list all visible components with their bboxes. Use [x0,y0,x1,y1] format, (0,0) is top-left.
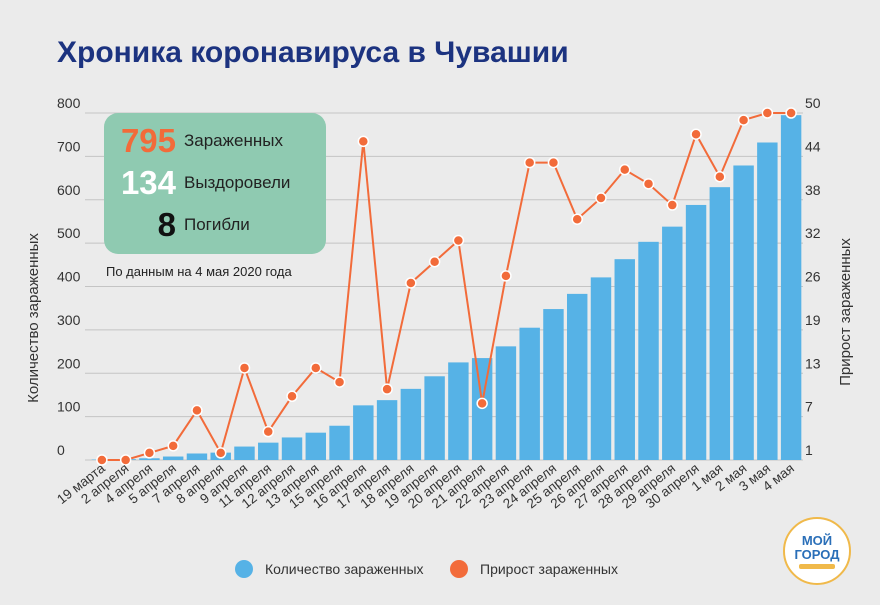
stat-recovered-label: Выздоровели [184,173,291,192]
growth-point [310,362,322,374]
stat-died: 8 Погибли [104,205,326,245]
growth-point [619,163,631,176]
growth-point [405,277,417,289]
growth-point [500,270,512,282]
growth-point [642,178,655,190]
bar [662,226,683,460]
bar [305,432,327,460]
logo-text-line1: МОЙ [801,533,833,548]
growth-point [761,107,774,119]
y-tick-label: 500 [57,225,81,241]
y2-tick-label: 7 [805,399,813,415]
logo-text-line2: ГОРОД [794,547,840,562]
legend-line-swatch [450,560,468,578]
y-tick-label: 300 [57,312,81,328]
growth-point [476,397,488,410]
y-tick-label: 0 [57,442,65,458]
growth-point [357,135,370,148]
bar [329,425,350,460]
growth-point [381,383,393,395]
growth-point [523,156,536,169]
legend-bars-swatch [235,560,253,578]
y2-tick-label: 38 [805,182,821,198]
growth-point [571,213,583,225]
growth-point [428,255,441,268]
bar [234,446,255,460]
growth-point [167,440,179,452]
growth-point [714,170,726,183]
stats-box: 795 Зараженных 134 Выздоровели 8 Погибли [104,113,326,254]
stat-recovered-value: 134 [120,164,176,201]
growth-point [238,362,251,374]
stat-infected-label: Зараженных [184,131,283,150]
bar [519,327,540,460]
bar [590,277,612,460]
y-tick-label: 400 [57,269,81,285]
bar [258,442,279,460]
growth-point [286,390,298,403]
bar [566,293,588,460]
bar [400,388,422,460]
y2-tick-label: 44 [805,138,821,154]
bar [685,204,707,460]
growth-point [191,404,203,417]
bar [495,346,517,460]
growth-point [96,454,108,466]
legend-line-label: Прирост зараженных [480,561,618,577]
stat-infected: 795 Зараженных [104,121,326,161]
data-date-note: По данным на 4 мая 2020 года [106,264,292,279]
growth-point [737,114,750,126]
growth-point [452,234,465,247]
growth-point [214,447,227,459]
growth-point [119,454,132,466]
bar [281,437,303,460]
stat-died-label: Погибли [184,215,250,234]
bar [614,259,635,460]
stat-recovered: 134 Выздоровели [104,163,326,203]
bar [638,241,659,460]
growth-point [547,156,560,169]
y2-tick-label: 13 [805,355,821,371]
y-axis-label: Количество зараженных [25,233,42,403]
bar [139,458,160,460]
growth-point [690,128,702,140]
bar [780,115,802,460]
bar [757,142,778,460]
y-tick-label: 700 [57,138,81,154]
y-tick-label: 100 [57,399,81,415]
brand-logo: МОЙ ГОРОД [783,517,851,585]
bar [186,453,208,460]
chart-title: Хроника коронавируса в Чувашии [57,36,569,69]
growth-point [262,425,274,438]
bar [448,362,469,460]
y2-tick-label: 1 [805,442,813,458]
bar [162,456,184,460]
logo-underline [799,564,835,569]
bar [353,405,374,460]
stat-infected-value: 795 [120,122,176,159]
y-tick-label: 200 [57,355,81,371]
growth-point [595,192,607,204]
y-tick-label: 800 [57,95,81,111]
y2-tick-label: 32 [805,225,821,241]
growth-line [101,112,792,461]
y2-tick-label: 26 [805,269,821,285]
bar [543,309,564,460]
legend-bars-label: Количество зараженных [265,561,424,577]
bar [733,165,754,460]
growth-point [666,199,679,211]
growth-point [143,447,156,459]
growth-point [785,107,797,119]
growth-point [333,376,346,388]
y2-axis-label: Прирост зараженных [837,238,854,386]
y2-tick-label: 50 [805,95,821,111]
bar [709,187,731,460]
y-tick-label: 600 [57,182,81,198]
bar [424,376,445,460]
y2-tick-label: 19 [805,312,821,328]
bar [376,400,398,460]
stat-died-value: 8 [157,206,176,243]
